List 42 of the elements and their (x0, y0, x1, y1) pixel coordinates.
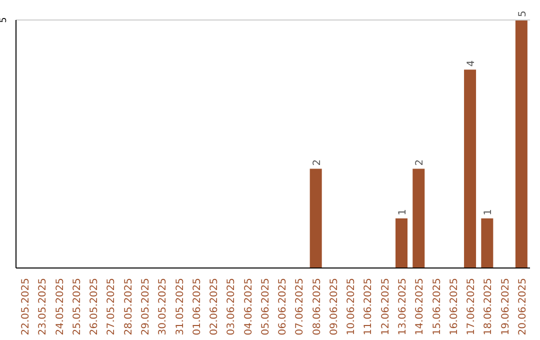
x-tick-label: 20.06.2025 (517, 278, 528, 336)
data-label: 4 (466, 60, 478, 67)
data-label: 2 (414, 159, 426, 166)
x-tick-label: 01.06.2025 (192, 278, 203, 336)
x-tick-label: 11.06.2025 (363, 278, 374, 336)
x-tick-label: 31.05.2025 (174, 278, 186, 336)
data-label: 2 (312, 159, 323, 166)
x-tick-label: 10.06.2025 (346, 278, 358, 336)
x-tick-label: 04.06.2025 (243, 278, 254, 336)
x-tick-label: 25.05.2025 (72, 278, 83, 336)
x-tick-label: 02.06.2025 (209, 278, 220, 336)
x-tick-label: 06.06.2025 (278, 278, 289, 336)
x-tick-label: 24.05.2025 (54, 278, 66, 336)
bar (515, 20, 528, 268)
x-tick-label: 14.06.2025 (414, 278, 426, 336)
x-tick-label: 16.06.2025 (448, 278, 460, 336)
x-tick-label: 22.05.2025 (20, 278, 32, 336)
x-tick-label: 17.06.2025 (466, 278, 478, 336)
bar (464, 70, 476, 268)
x-tick-label: 07.06.2025 (294, 278, 306, 336)
x-tick-label: 13.06.2025 (398, 278, 408, 336)
data-label: 1 (398, 209, 409, 216)
bar (412, 168, 425, 268)
bar (481, 218, 494, 268)
x-tick-label: 27.05.2025 (106, 278, 118, 336)
x-tick-label: 05.06.2025 (260, 278, 272, 336)
x-tick-label: 15.06.2025 (432, 278, 443, 336)
x-tick-label: 26.05.2025 (89, 278, 100, 336)
x-tick-label: 28.05.2025 (123, 278, 134, 336)
x-tick-label: 30.05.2025 (158, 278, 169, 336)
bar (396, 218, 408, 268)
x-tick-label: 18.06.2025 (483, 278, 494, 336)
data-label: 1 (483, 209, 494, 216)
x-tick-label: 08.06.2025 (312, 278, 323, 336)
x-tick-label: 29.05.2025 (140, 278, 152, 336)
x-tick-label: 19.06.2025 (500, 278, 512, 336)
data-label: 5 (517, 10, 528, 17)
bar (310, 168, 322, 268)
x-tick-label: 12.06.2025 (380, 278, 392, 336)
x-tick-label: 03.06.2025 (226, 278, 238, 336)
x-tick-label: 23.05.2025 (38, 278, 49, 336)
x-tick-label: 09.06.2025 (328, 278, 340, 336)
